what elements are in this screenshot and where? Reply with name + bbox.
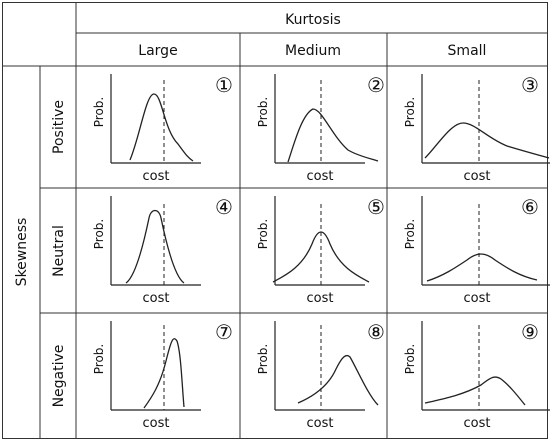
x-axis-label: cost (464, 291, 491, 306)
column-header-large: Large (138, 43, 177, 59)
plot-cell-6: cost Prob. ⑥ (403, 195, 550, 306)
x-axis-label: cost (143, 416, 170, 431)
y-axis-label: Prob. (256, 219, 270, 249)
skewness-header: Skewness (14, 218, 30, 287)
cell-number: ④ (215, 195, 233, 219)
distribution-curve (129, 93, 194, 162)
y-axis-label: Prob. (256, 344, 270, 374)
y-axis-label: Prob. (92, 344, 106, 374)
plot-cell-5: cost Prob. ⑤ (256, 195, 385, 306)
x-axis-label: cost (307, 169, 334, 184)
x-axis-label: cost (307, 291, 334, 306)
cell-number: ⑨ (521, 320, 539, 344)
plot-cell-3: cost Prob. ③ (403, 73, 550, 184)
cell-number: ⑦ (215, 320, 233, 344)
cell-number: ① (215, 73, 233, 97)
cell-number: ⑧ (367, 320, 385, 344)
cell-number: ⑤ (367, 195, 385, 219)
x-axis-label: cost (143, 169, 170, 184)
row-header-neutral: Neutral (51, 225, 67, 277)
y-axis-label: Prob. (403, 97, 417, 127)
column-header-small: Small (448, 43, 487, 59)
plot-cell-2: cost Prob. ② (256, 73, 385, 184)
plot-cell-1: cost Prob. ① (92, 73, 233, 184)
plot-cell-4: cost Prob. ④ (92, 195, 233, 306)
distribution-curve (125, 209, 185, 284)
y-axis-label: Prob. (92, 97, 106, 127)
y-axis-label: Prob. (256, 97, 270, 127)
plot-cell-7: cost Prob. ⑦ (92, 320, 233, 431)
kurtosis-header: Kurtosis (285, 12, 341, 28)
cell-number: ③ (521, 73, 539, 97)
distribution-curve (426, 253, 538, 282)
distribution-curve (143, 338, 185, 409)
y-axis-label: Prob. (403, 219, 417, 249)
cell-number: ② (367, 73, 385, 97)
distribution-curve (287, 108, 379, 163)
plot-cell-9: cost Prob. ⑨ (403, 320, 550, 431)
distribution-plots: cost Prob. ① cost Prob. ② cost Prob. ③ cost Prob. ④… (92, 73, 550, 431)
distribution-curve (297, 354, 379, 406)
x-axis-label: cost (143, 291, 170, 306)
x-axis-label: cost (464, 169, 491, 184)
distribution-curve (424, 122, 550, 159)
cell-number: ⑥ (521, 195, 539, 219)
y-axis-label: Prob. (403, 344, 417, 374)
row-header-negative: Negative (51, 345, 67, 408)
distribution-curve (424, 376, 526, 406)
plot-cell-8: cost Prob. ⑧ (256, 320, 385, 431)
x-axis-label: cost (464, 416, 491, 431)
y-axis-label: Prob. (92, 219, 106, 249)
distribution-curve (272, 231, 370, 283)
x-axis-label: cost (307, 416, 334, 431)
column-header-medium: Medium (285, 43, 341, 59)
row-header-positive: Positive (51, 100, 67, 154)
